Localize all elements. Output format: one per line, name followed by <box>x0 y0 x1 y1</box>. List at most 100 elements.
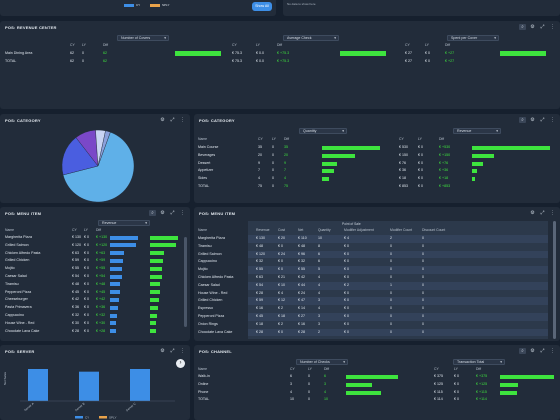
diff-bar <box>150 321 157 326</box>
cell: € 24 <box>278 251 285 256</box>
expand-icon[interactable]: ⤢ <box>540 348 545 354</box>
cell: € 115 <box>434 389 443 394</box>
more-icon[interactable]: ⋮ <box>550 348 555 354</box>
column-header: Revenue <box>256 228 270 232</box>
expand-icon[interactable]: ⤢ <box>170 117 175 123</box>
row-name: Main Dining Area <box>5 51 33 55</box>
pie-slice-main-course[interactable] <box>62 131 135 203</box>
search-icon[interactable]: ⌕ <box>519 24 526 30</box>
expand-icon[interactable]: ⤢ <box>540 210 545 216</box>
search-icon[interactable]: ⌕ <box>519 348 526 354</box>
settings-icon[interactable]: ⚙ <box>530 210 535 216</box>
cell: 2 <box>318 329 320 334</box>
metric-select-revenue[interactable]: Revenue ▾ <box>453 128 501 134</box>
cell: 0 <box>422 282 424 287</box>
settings-icon[interactable]: ⚙ <box>530 348 535 354</box>
metric-select-checks[interactable]: Number of Checks ▾ <box>296 359 348 365</box>
settings-icon[interactable]: ⚙ <box>530 24 535 30</box>
cell: € 48 <box>298 243 305 248</box>
more-icon[interactable]: ⋮ <box>550 210 555 216</box>
cell: € 125 <box>434 381 443 386</box>
row-name: Cappuccino <box>5 313 24 317</box>
cy-bar <box>110 282 121 287</box>
column-header: Name <box>5 228 15 232</box>
cell: € +76 <box>439 160 449 165</box>
server-bar[interactable] <box>130 369 150 401</box>
scrollbar[interactable] <box>184 237 187 327</box>
cell: 0 <box>308 389 310 394</box>
settings-icon[interactable]: ⚙ <box>160 117 165 123</box>
metric-select-transaction-total[interactable]: Transaction Total ▾ <box>453 359 505 365</box>
column-header: Diff <box>476 367 482 371</box>
cell: 0 <box>390 298 392 303</box>
more-icon[interactable]: ⋮ <box>180 348 185 354</box>
row-name: Grilled Salmon <box>5 242 29 247</box>
diff-bar <box>150 297 160 302</box>
cell: € 54 <box>256 282 263 287</box>
metric-select-revenue[interactable]: Revenue ▾ <box>98 220 150 226</box>
cell: € +853 <box>439 184 451 188</box>
revenue-bar <box>472 161 484 166</box>
more-icon[interactable]: ⋮ <box>180 210 185 216</box>
cell: € 30 <box>72 320 79 325</box>
cell: € 32 <box>298 259 305 264</box>
legend-swatch <box>75 416 83 419</box>
metric-select-quantity[interactable]: Quantity ▾ <box>299 128 347 134</box>
more-icon[interactable]: ⋮ <box>550 117 555 123</box>
metric-select-spent-per-cover[interactable]: Spent per Cover ▾ <box>447 35 499 41</box>
cell: € 375 <box>434 374 443 378</box>
settings-icon[interactable]: ⚙ <box>160 348 165 354</box>
row-name: Mojito <box>5 266 15 271</box>
expand-icon[interactable]: ⤢ <box>540 117 545 123</box>
more-icon[interactable]: ⋮ <box>180 117 185 123</box>
settings-icon[interactable]: ⚙ <box>160 210 165 216</box>
cell: 4 <box>258 176 260 181</box>
next-button[interactable]: › <box>176 359 185 368</box>
cell: 0 <box>422 290 424 295</box>
cell: 0 <box>390 321 392 326</box>
diff-bar <box>175 51 221 56</box>
diff-bar <box>150 282 161 287</box>
diff-bar <box>340 51 386 56</box>
diff-bar <box>150 305 158 310</box>
expand-icon[interactable]: ⤢ <box>540 24 545 30</box>
diff-bar <box>150 243 176 248</box>
cell: € +75.3 <box>277 59 290 63</box>
metric-select-covers[interactable]: Number of Covers ▾ <box>117 35 169 41</box>
settings-icon[interactable]: ⚙ <box>530 117 535 123</box>
cell: 8 <box>318 243 320 248</box>
search-icon[interactable]: ⌕ <box>149 210 156 216</box>
column-header: CY <box>399 137 404 141</box>
cell: € 18 <box>278 314 285 318</box>
cell: € 2 <box>278 321 283 326</box>
cell: € 63 <box>72 250 79 255</box>
pie-slice-sides[interactable] <box>97 130 111 167</box>
show-all-button[interactable]: Show All <box>252 2 272 11</box>
column-header: Diff <box>103 43 109 47</box>
chevron-down-icon: ▾ <box>500 360 502 364</box>
diff-bar <box>150 290 160 295</box>
cell: € 36 <box>72 305 79 310</box>
search-icon[interactable]: ⌕ <box>519 117 526 123</box>
cell: € +30 <box>96 320 106 325</box>
metric-select-average-check[interactable]: Average Check ▾ <box>283 35 339 41</box>
pie-slice-beverages[interactable] <box>61 137 99 176</box>
expand-icon[interactable]: ⤢ <box>170 210 175 216</box>
row-name: Caesar Salad <box>5 274 27 278</box>
expand-icon[interactable]: ⤢ <box>170 348 175 354</box>
server-bar[interactable] <box>28 369 48 401</box>
cell: 1 <box>390 282 392 287</box>
scrollbar[interactable] <box>553 221 556 339</box>
cell: € 18 <box>399 176 406 181</box>
column-header: Net <box>298 228 304 232</box>
cell: 6 <box>318 251 320 256</box>
server-bar[interactable] <box>79 371 99 401</box>
cell: 0 <box>422 236 424 240</box>
cell: 10 <box>318 236 322 240</box>
cell: 35 <box>284 145 288 149</box>
more-icon[interactable]: ⋮ <box>550 24 555 30</box>
cell: 0 <box>308 381 310 386</box>
cell: € 0 <box>84 258 89 263</box>
row-name: Appetizer <box>198 168 214 173</box>
column-header: Diff <box>277 43 283 47</box>
